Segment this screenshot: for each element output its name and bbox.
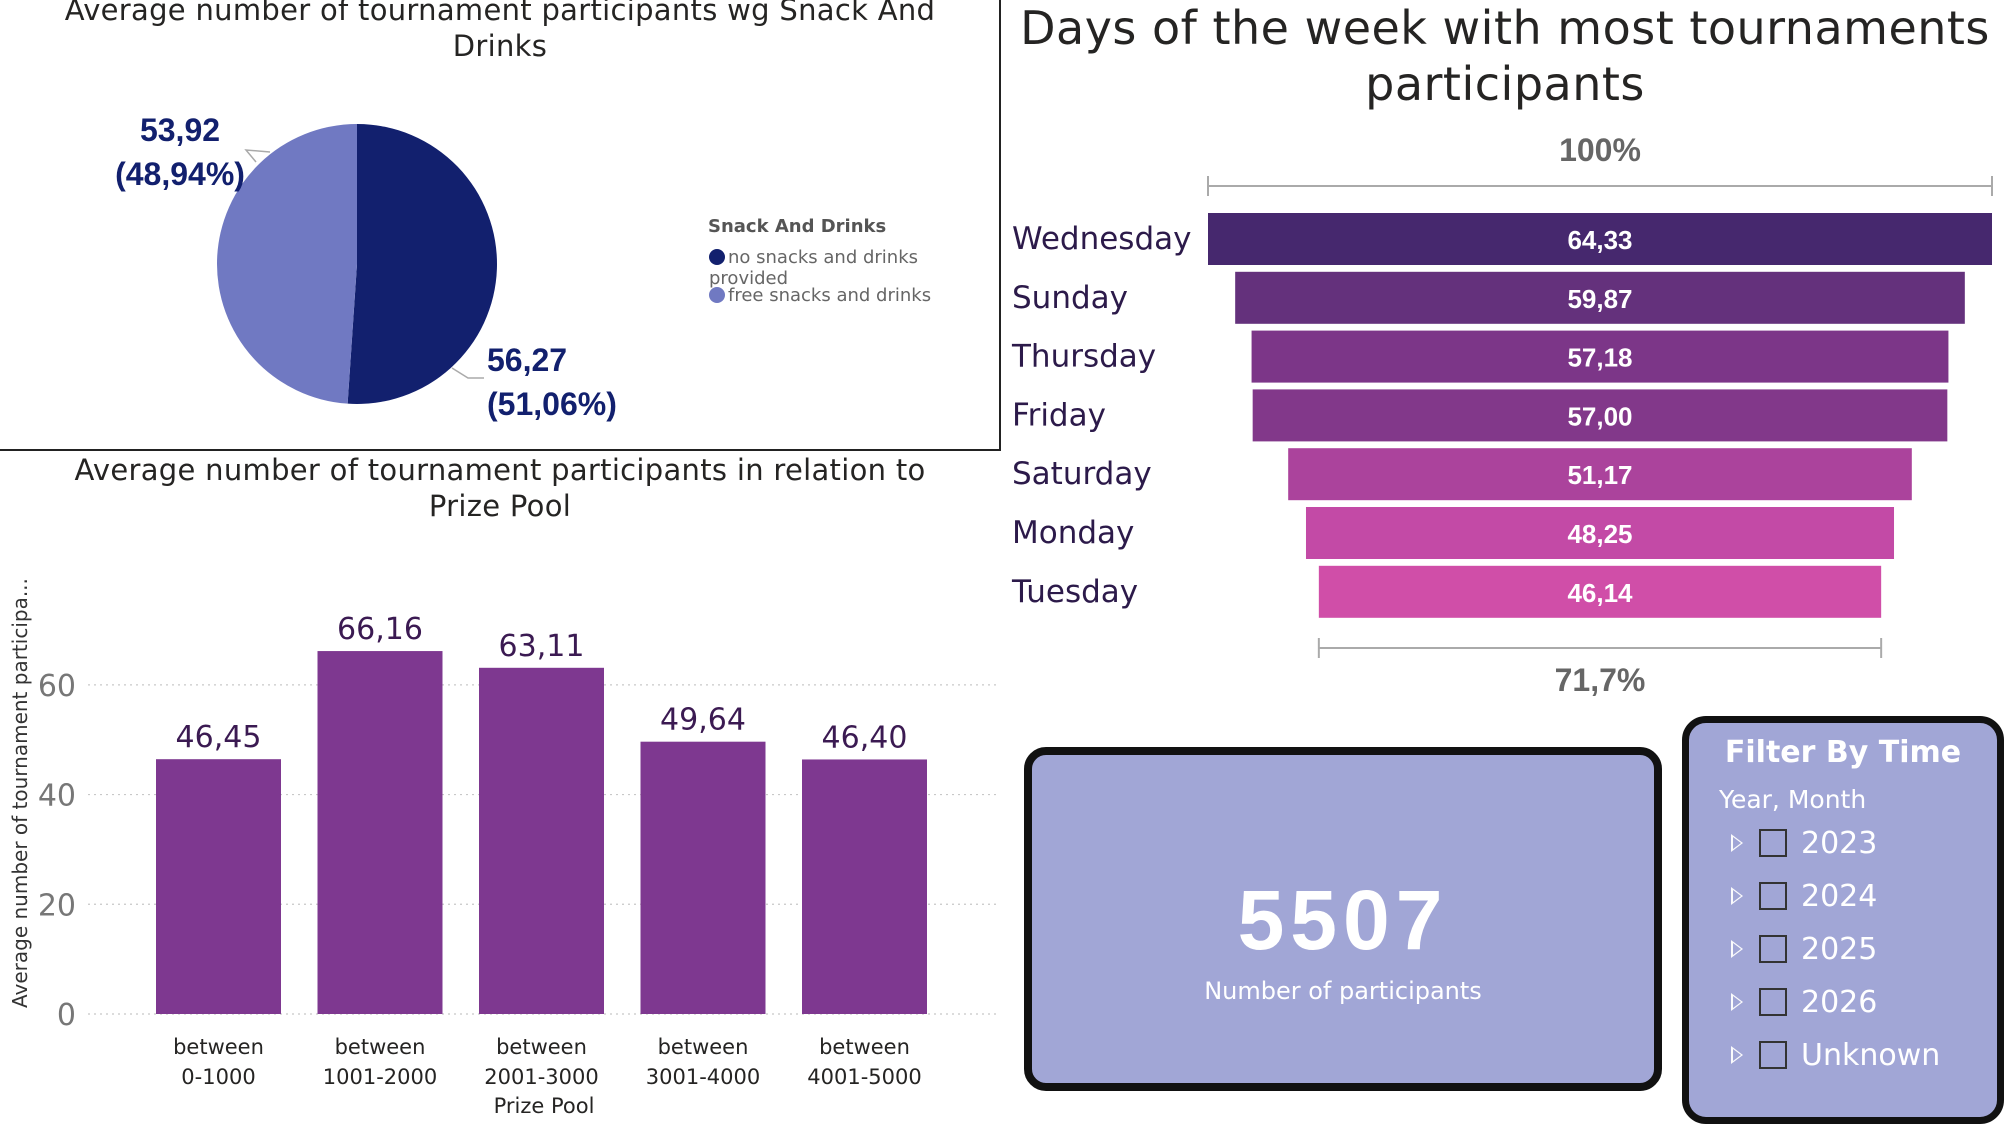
pie-pct-no-snacks: (51,06%) xyxy=(487,386,617,422)
x-tick-label: between xyxy=(173,1035,264,1059)
slicer-item-label: Unknown xyxy=(1801,1037,1941,1073)
checkbox[interactable] xyxy=(1759,882,1787,910)
bar-data-label: 46,45 xyxy=(176,720,262,755)
x-tick-label: between xyxy=(335,1035,426,1059)
pie-value-free-snacks: 53,92 xyxy=(139,112,221,148)
funnel-bottom-percent: 71,7% xyxy=(1554,662,1646,698)
bar-0-1000[interactable] xyxy=(156,759,281,1014)
slicer-item-2023[interactable]: 2023 xyxy=(1731,823,1877,863)
participants-label: Number of participants xyxy=(1204,977,1482,1005)
funnel-bar-wednesday[interactable] xyxy=(1208,213,1992,265)
slicer-item-label: 2025 xyxy=(1801,931,1878,967)
expand-chevron-icon[interactable] xyxy=(1731,1046,1743,1064)
bar-data-label: 49,64 xyxy=(660,703,746,738)
funnel-category-label: Sunday xyxy=(1012,280,1128,316)
legend-dot-free-snacks xyxy=(709,287,725,303)
x-axis-label: Prize Pool xyxy=(494,1094,595,1118)
funnel-bar-saturday[interactable] xyxy=(1288,448,1912,501)
x-tick-label: between xyxy=(496,1035,587,1059)
pie-leader-line-free xyxy=(244,149,271,163)
funnel-bar-thursday[interactable] xyxy=(1251,330,1949,383)
funnel-value-label: 48,25 xyxy=(1567,519,1632,549)
y-tick-label: 20 xyxy=(38,888,76,923)
pie-label-free-snacks: 53,92 (48,94%) xyxy=(80,108,280,196)
slicer-subtitle: Year, Month xyxy=(1719,785,1867,814)
x-tick-label: 2001-3000 xyxy=(484,1065,598,1089)
pie-chart-panel: Average number of tournament participant… xyxy=(0,0,1001,451)
funnel-value-label: 57,00 xyxy=(1567,401,1632,431)
x-tick-label: between xyxy=(658,1035,749,1059)
funnel-category-label: Monday xyxy=(1012,515,1134,551)
bar-data-label: 63,11 xyxy=(499,629,585,664)
funnel-value-label: 51,17 xyxy=(1567,460,1632,490)
x-tick-label: between xyxy=(819,1035,910,1059)
slicer-item-label: 2024 xyxy=(1801,878,1878,914)
funnel-bar-sunday[interactable] xyxy=(1235,271,1965,324)
bar-data-label: 66,16 xyxy=(337,612,423,647)
checkbox[interactable] xyxy=(1759,935,1787,963)
pie-value-no-snacks: 56,27 xyxy=(487,342,568,378)
checkbox[interactable] xyxy=(1759,988,1787,1016)
funnel-category-label: Tuesday xyxy=(1011,574,1138,610)
participants-card: 5507 Number of participants xyxy=(1024,747,1662,1091)
pie-slice-free-snacks[interactable] xyxy=(217,124,357,404)
slicer-item-unknown[interactable]: Unknown xyxy=(1731,1035,1940,1075)
time-filter-slicer: Filter By Time Year, Month 2023 2024 202… xyxy=(1682,716,2004,1124)
participants-count: 5507 xyxy=(1237,873,1449,967)
bar-3001-4000[interactable] xyxy=(640,741,766,1014)
funnel-bar-tuesday[interactable] xyxy=(1318,565,1882,618)
funnel-chart: 64,33 Wednesday 59,87 Sunday 57,18 Thursday 57… xyxy=(1011,176,1993,658)
funnel-value-label: 64,33 xyxy=(1567,225,1632,255)
bar-1001-2000[interactable] xyxy=(317,651,443,1014)
pie-slice-no-snacks[interactable] xyxy=(347,124,498,404)
x-tick-label: 0-1000 xyxy=(181,1065,255,1089)
x-tick-label: 3001-4000 xyxy=(646,1065,760,1089)
legend-title: Snack And Drinks xyxy=(708,216,887,237)
x-tick-label: 1001-2000 xyxy=(323,1065,437,1089)
funnel-value-label: 46,14 xyxy=(1567,578,1633,608)
funnel-value-label: 57,18 xyxy=(1567,343,1632,373)
bar-2001-3000[interactable] xyxy=(479,667,604,1014)
slicer-item-label: 2023 xyxy=(1801,825,1878,861)
expand-chevron-icon[interactable] xyxy=(1731,887,1743,905)
slicer-item-label: 2026 xyxy=(1801,984,1878,1020)
pie-chart xyxy=(217,124,498,404)
funnel-bar-friday[interactable] xyxy=(1252,389,1948,442)
checkbox[interactable] xyxy=(1759,829,1787,857)
slicer-item-2025[interactable]: 2025 xyxy=(1731,929,1877,969)
pie-label-no-snacks: 56,27 (51,06%) xyxy=(487,338,617,426)
checkbox[interactable] xyxy=(1759,1041,1787,1069)
legend-label-no-snacks: no snacks and drinks provided xyxy=(709,247,919,289)
legend-dot-no-snacks xyxy=(709,249,725,265)
slicer-item-2024[interactable]: 2024 xyxy=(1731,876,1877,916)
pie-chart-title: Average number of tournament participant… xyxy=(64,0,936,63)
expand-chevron-icon[interactable] xyxy=(1731,940,1743,958)
funnel-value-label: 59,87 xyxy=(1567,284,1632,314)
slicer-item-2026[interactable]: 2026 xyxy=(1731,982,1877,1022)
expand-chevron-icon[interactable] xyxy=(1731,993,1743,1011)
bar-chart-title: Average number of tournament participant… xyxy=(74,453,926,523)
legend-item-no-snacks[interactable]: no snacks and drinks provided xyxy=(709,247,999,289)
legend-item-free-snacks[interactable]: free snacks and drinks xyxy=(709,285,931,306)
funnel-chart-title: Days of the week with most tournaments p… xyxy=(1020,1,1990,111)
funnel-top-percent: 100% xyxy=(1559,132,1641,168)
funnel-category-label: Wednesday xyxy=(1012,221,1191,257)
funnel-bar-monday[interactable] xyxy=(1305,507,1895,559)
x-tick-label: 4001-5000 xyxy=(807,1065,921,1089)
funnel-category-label: Thursday xyxy=(1011,339,1156,375)
expand-chevron-icon[interactable] xyxy=(1731,834,1743,852)
y-tick-label: 40 xyxy=(38,779,76,814)
bar-data-label: 46,40 xyxy=(822,720,908,755)
y-tick-label: 0 xyxy=(57,998,76,1033)
pie-leader-line-none xyxy=(451,367,484,379)
bar-4001-5000[interactable] xyxy=(802,759,927,1014)
y-tick-label: 60 xyxy=(38,669,76,704)
y-axis-label: Average number of tournament participa..… xyxy=(8,578,32,1008)
slicer-title: Filter By Time xyxy=(1724,735,1962,770)
legend-label-free-snacks: free snacks and drinks xyxy=(728,285,932,306)
funnel-category-label: Saturday xyxy=(1012,456,1152,492)
pie-pct-free-snacks: (48,94%) xyxy=(115,156,245,192)
funnel-category-label: Friday xyxy=(1012,397,1106,433)
